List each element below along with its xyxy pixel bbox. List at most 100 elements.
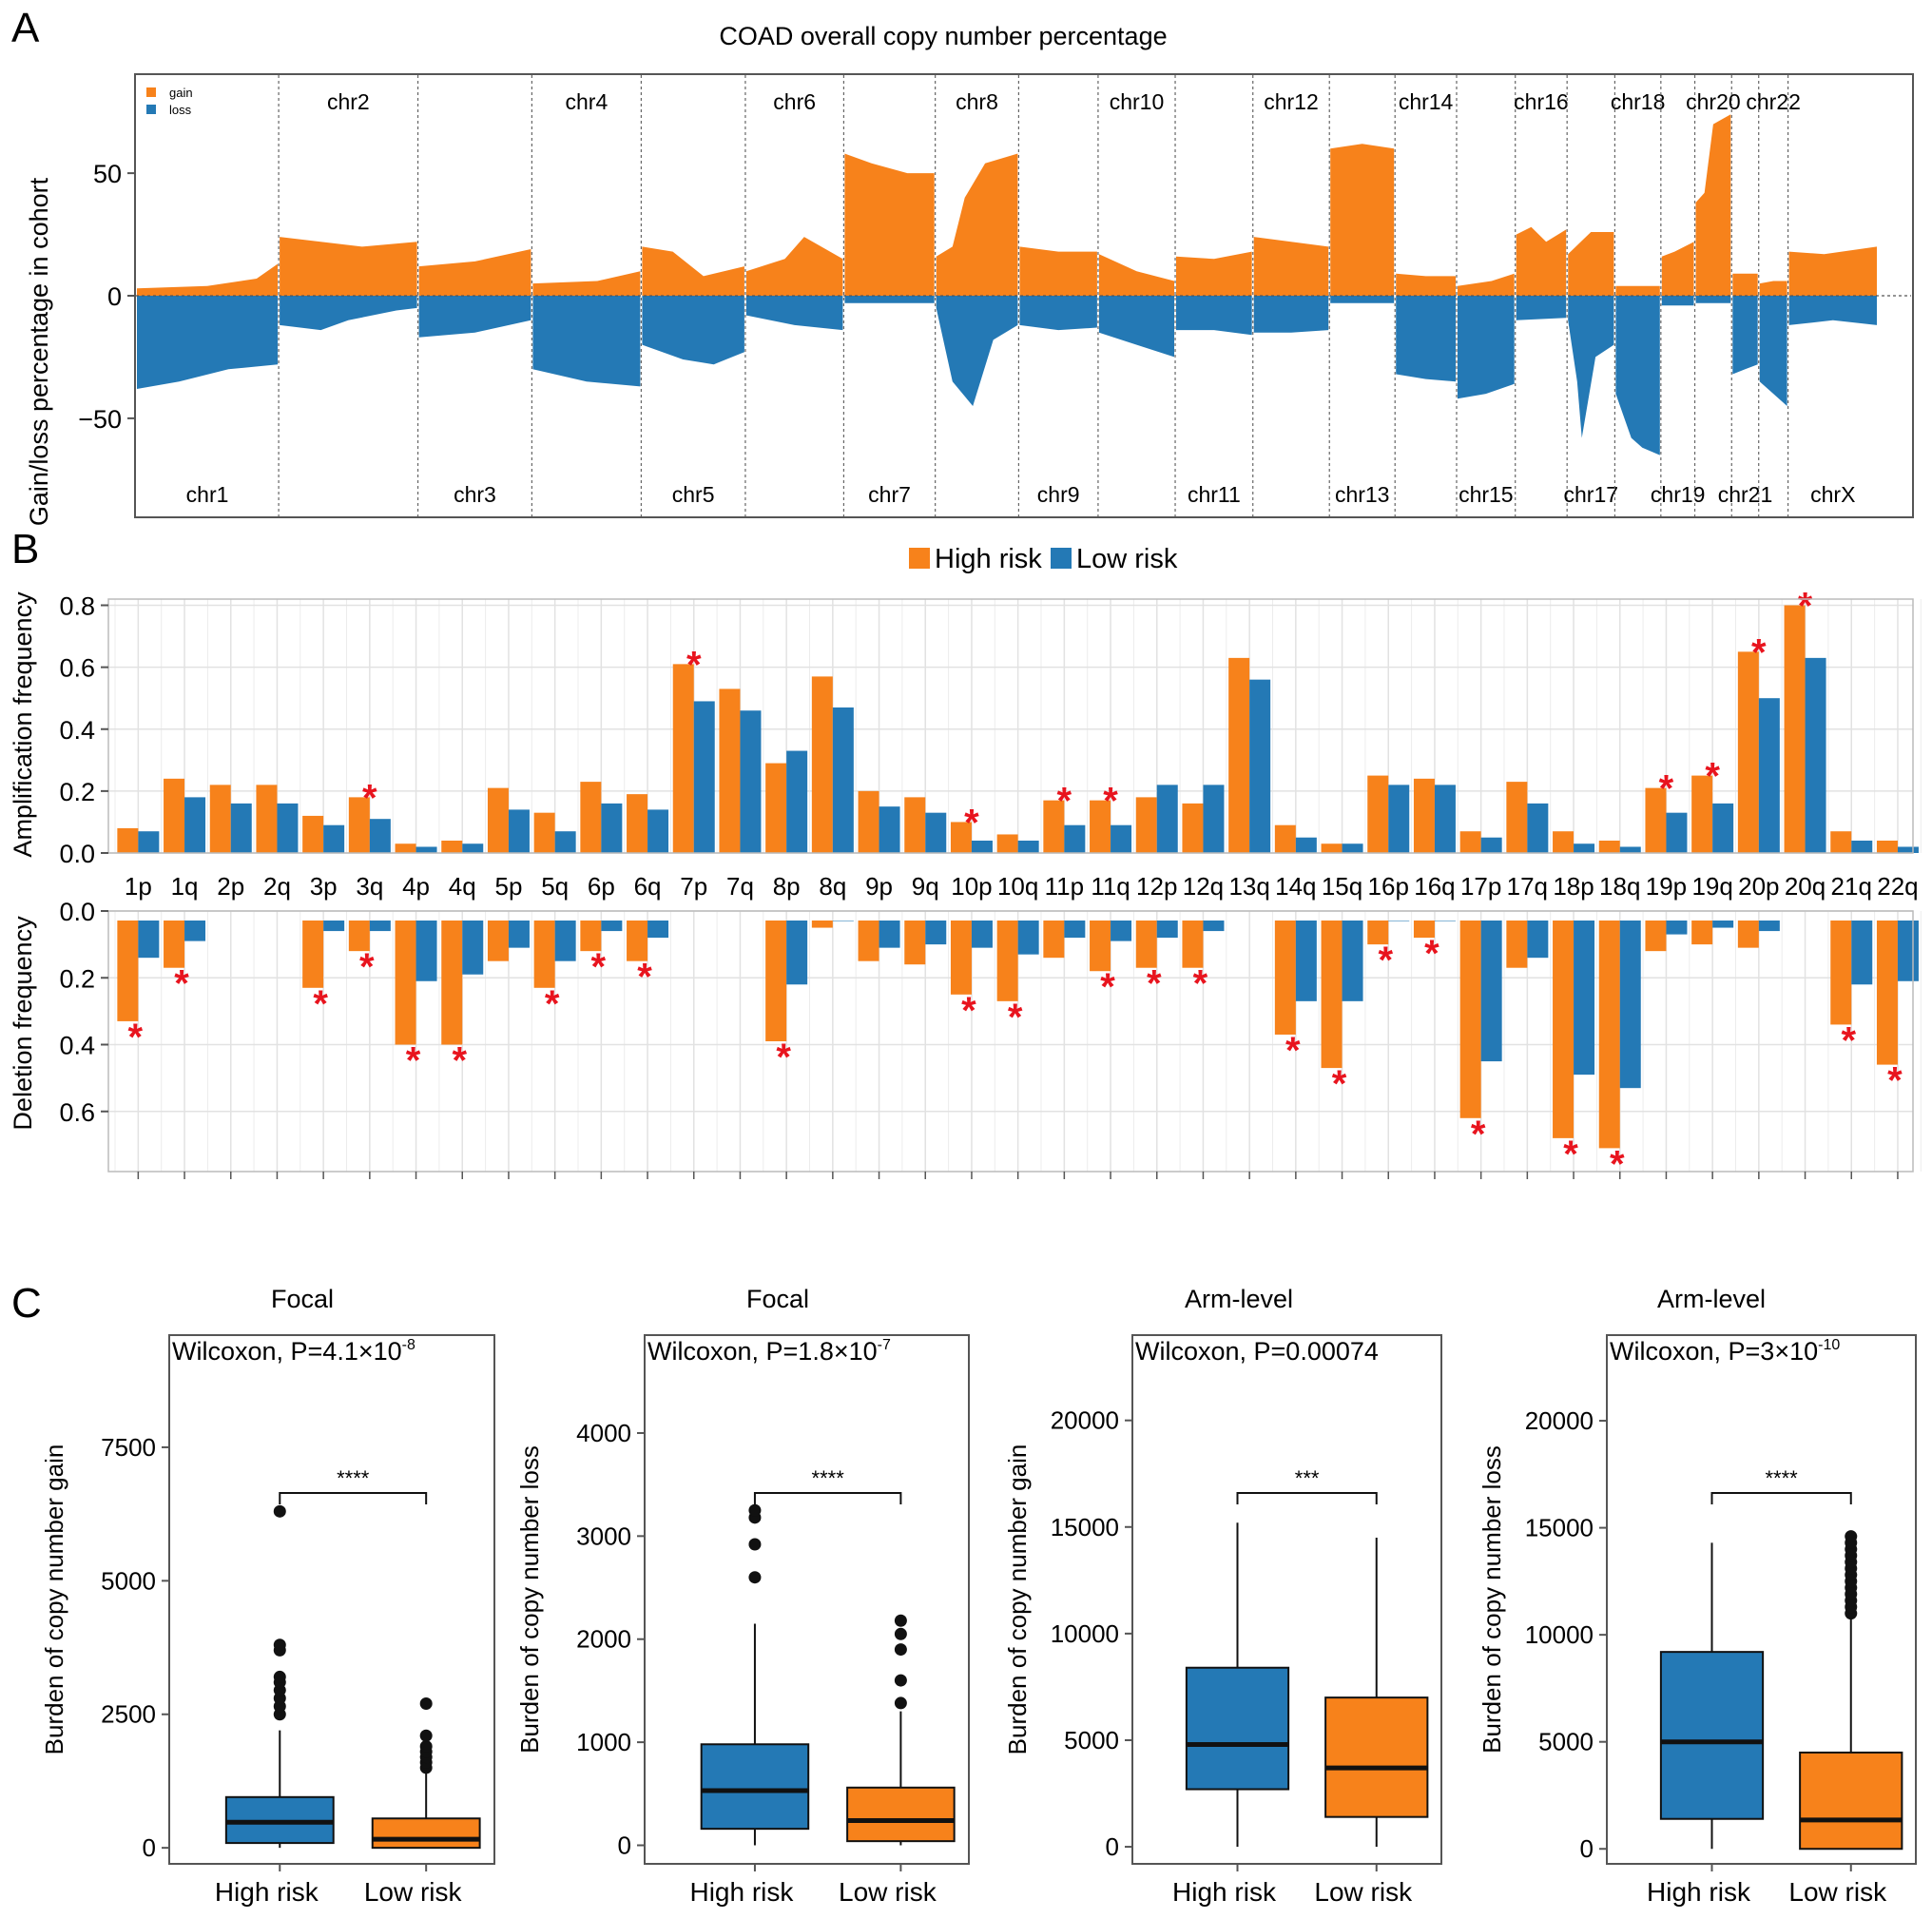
gain-area-chr20 [1695, 114, 1731, 296]
loss-area-chr15 [1458, 296, 1515, 399]
amp-y-tick-label: 0.8 [59, 592, 95, 621]
chromosome-label-chr22: chr22 [1746, 89, 1801, 114]
amp-bar-high-11q [1090, 800, 1111, 853]
amp-bar-low-12p [1156, 785, 1178, 853]
arm-label-6p: 6p [588, 872, 615, 901]
wilcoxon-stat-text: Wilcoxon, P=4.1×10-8 [172, 1337, 415, 1366]
amp-bar-low-11q [1111, 824, 1132, 853]
amp-y-tick-label: 0.6 [59, 654, 95, 683]
loss-area-chr6 [745, 296, 843, 331]
gain-area-chr11 [1176, 251, 1252, 296]
amp-bar-low-22q [1897, 846, 1919, 853]
boxplot-x-tick-label: Low risk [1314, 1877, 1413, 1907]
amp-bar-low-10q [1017, 840, 1039, 853]
amp-significance-star-10p: * [964, 802, 979, 843]
chromosome-label-chr8: chr8 [956, 89, 998, 114]
panel-b-arm-frequency-chart: High risk Low risk Amplification frequen… [9, 544, 1922, 1185]
arm-label-16p: 16p [1368, 872, 1409, 901]
amp-bar-low-16p [1388, 785, 1410, 853]
del-bar-high-17q [1506, 921, 1528, 968]
arm-label-7q: 7q [726, 872, 754, 901]
del-significance-star-10p: * [961, 990, 976, 1032]
gain-area-chr10 [1098, 254, 1174, 296]
del-bar-high-12p [1135, 921, 1157, 968]
chromosome-label-chr4: chr4 [566, 89, 609, 114]
del-significance-star-18p: * [1563, 1134, 1578, 1175]
del-bar-high-11q [1090, 921, 1111, 972]
panel-a-y-tick-label: −50 [78, 405, 122, 434]
amp-bar-high-14q [1274, 824, 1296, 853]
deletion-plot: * * * * * * * * * * * * * * * * * * * * * * * * 0.0 0.2 0.4 0.6 [59, 898, 1922, 1185]
gain-area-chr7 [844, 153, 935, 296]
arm-label-9q: 9q [912, 872, 939, 901]
boxplot-y-tick-label: 10000 [1525, 1620, 1594, 1649]
boxplot-panel-2: Focal Burden of copy number loss High risk… [515, 1285, 970, 1907]
chromosome-label-chr20: chr20 [1686, 89, 1741, 114]
box-low-risk [1324, 1696, 1429, 1818]
outlier-point [419, 1729, 433, 1742]
amplification-plot: * * * * * * * * * 0.0 0.2 0.4 0.6 0.8 [59, 586, 1922, 868]
arm-label-13q: 13q [1228, 872, 1269, 901]
boxplot-x-tick-label: High risk [215, 1877, 319, 1907]
boxplot-y-axis-label: Burden of copy number gain [1003, 1444, 1032, 1755]
amp-bar-high-16p [1367, 775, 1389, 853]
panel-label-c: C [11, 1280, 42, 1327]
legend-gain-label: gain [169, 86, 193, 100]
arm-label-8p: 8p [773, 872, 801, 901]
del-significance-star-12p: * [1147, 963, 1162, 1005]
amp-bar-low-4q [462, 843, 484, 853]
loss-area-chr20 [1695, 296, 1731, 303]
amp-significance-star-20q: * [1798, 586, 1813, 628]
amp-bar-high-6p [580, 782, 602, 853]
outlier-point [748, 1571, 762, 1584]
del-bar-low-9q [925, 921, 947, 945]
arm-label-20q: 20q [1785, 872, 1826, 901]
del-significance-star-8p: * [776, 1037, 791, 1078]
amp-bar-high-6q [627, 794, 648, 853]
amp-bar-low-17q [1527, 803, 1549, 853]
amp-bar-high-3p [302, 815, 324, 853]
gain-area-chr5 [642, 246, 744, 296]
arm-label-2q: 2q [263, 872, 291, 901]
boxplot-y-tick-label: 0 [1106, 1832, 1119, 1861]
boxplot-y-axis-label: Burden of copy number gain [40, 1444, 68, 1755]
del-bar-low-4q [462, 921, 484, 975]
del-bar-high-10p [950, 921, 972, 995]
del-significance-star-6q: * [637, 957, 652, 998]
arm-label-3q: 3q [356, 872, 383, 901]
box-high-risk [1659, 1651, 1765, 1820]
amp-y-tick-label: 0.2 [59, 778, 95, 806]
boxplot-y-tick-label: 2000 [576, 1625, 631, 1654]
chromosome-label-chr15: chr15 [1459, 482, 1514, 507]
amp-y-tick-label: 0.4 [59, 716, 95, 745]
boxplot-title: Focal [746, 1285, 809, 1313]
boxplot-y-tick-label: 2500 [101, 1700, 156, 1729]
box-low-risk [846, 1786, 956, 1843]
amplification-frame [107, 598, 1914, 854]
boxplot-y-tick-label: 5000 [101, 1566, 156, 1595]
del-y-tick-label: 0.6 [59, 1098, 95, 1127]
chromosome-label-chr3: chr3 [454, 482, 496, 507]
chromosome-label-chr6: chr6 [773, 89, 816, 114]
del-bar-high-17p [1459, 921, 1481, 1118]
significance-bracket [1236, 1492, 1378, 1504]
boxplot-frame [1606, 1334, 1917, 1865]
amp-bar-low-7p [693, 701, 715, 853]
amp-bar-high-21q [1830, 831, 1852, 853]
chromosome-label-chr10: chr10 [1110, 89, 1165, 114]
del-bar-low-4p [415, 921, 437, 981]
arm-label-9p: 9p [865, 872, 893, 901]
amp-bar-high-7q [719, 688, 741, 853]
boxplot-y-tick-label: 15000 [1051, 1513, 1119, 1541]
deletion-frame [107, 910, 1914, 1173]
amp-bar-low-3q [369, 819, 391, 853]
significance-stars: *** [1295, 1466, 1320, 1490]
boxplot-frame [644, 1334, 970, 1865]
boxplot-title: Arm-level [1185, 1285, 1293, 1313]
amp-bar-high-15q [1321, 843, 1343, 853]
panel-a-y-axis: 50 0 −50 [78, 160, 135, 434]
gain-area-chr1 [137, 263, 279, 296]
boxplot-frame [168, 1334, 495, 1865]
panel-a-copy-number-chart: COAD overall copy number percentage Gain… [25, 22, 1914, 526]
